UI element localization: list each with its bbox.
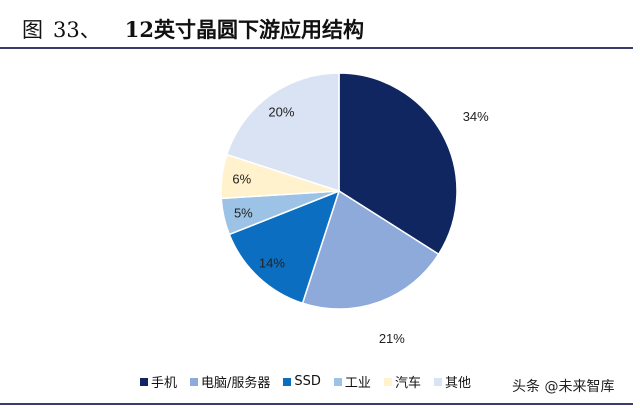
legend-item-5: 其他 — [433, 372, 471, 391]
legend-label: 其他 — [444, 376, 471, 391]
bottom-divider — [0, 403, 633, 405]
pie-slice-2 — [228, 189, 341, 305]
legend-label: 手机 — [151, 376, 178, 391]
data-label-4: 6% — [232, 172, 251, 187]
chart-title: 12英寸晶圆下游应用结构 — [124, 17, 364, 42]
figure-title: 图 33、 12英寸晶圆下游应用结构 — [22, 14, 364, 44]
pie-slice-5 — [225, 72, 340, 193]
legend-swatch — [433, 377, 442, 386]
legend-swatch — [140, 377, 148, 386]
figure-number: 33、 — [53, 18, 101, 42]
legend-item-3: 工业 — [333, 372, 371, 391]
legend-swatch — [333, 377, 342, 386]
data-label-3: 5% — [234, 205, 253, 220]
data-label-1: 21% — [379, 331, 405, 346]
legend-swatch — [190, 377, 199, 386]
data-label-2: 14% — [259, 255, 285, 270]
top-divider — [0, 47, 633, 49]
data-label-5: 20% — [268, 105, 294, 120]
legend-item-2: SSD — [283, 372, 321, 391]
legend-item-4: 汽车 — [383, 372, 421, 391]
legend-item-1: 电脑/服务器 — [190, 372, 270, 391]
legend-label: 电脑/服务器 — [201, 376, 271, 391]
legend-label: 工业 — [344, 376, 371, 391]
watermark: 头条 @未来智库 — [512, 379, 615, 395]
data-label-0: 34% — [463, 109, 489, 124]
legend: 手机 电脑/服务器 SSD 工业 汽车 其他 — [140, 372, 484, 391]
legend-item-0: 手机 — [140, 372, 177, 391]
legend-swatch — [383, 377, 392, 386]
pie-slice-1 — [301, 189, 440, 310]
legend-label: SSD — [294, 374, 321, 389]
legend-label: 汽车 — [394, 376, 421, 391]
figure-label: 图 — [22, 18, 43, 42]
legend-swatch — [283, 377, 292, 386]
